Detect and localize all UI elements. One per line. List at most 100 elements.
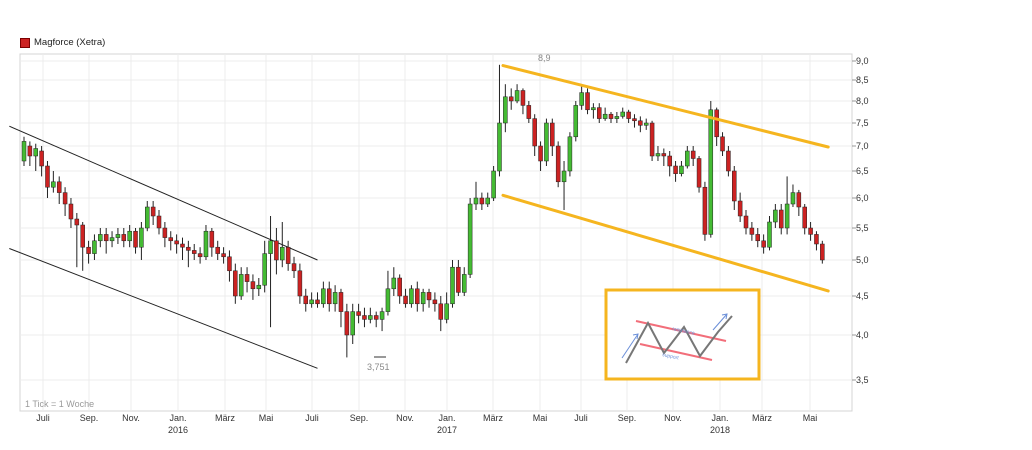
grid-lines [20, 54, 852, 411]
x-year-label: 2016 [168, 425, 188, 435]
candle-up [145, 206, 150, 229]
candle-up [33, 148, 38, 157]
legend-label: Magforce (Xetra) [34, 37, 106, 48]
candle-up [444, 303, 449, 320]
x-tick-label: März [215, 413, 235, 423]
x-tick-label: Nov. [396, 413, 414, 423]
candle-up [708, 109, 714, 235]
candle-down [227, 256, 232, 272]
inset-resistance-label: resistance [672, 326, 696, 337]
candle-up [350, 311, 355, 336]
candle-up [567, 136, 573, 172]
y-tick-label: 5,5 [856, 223, 869, 233]
candle-down [696, 158, 702, 188]
candle-down [632, 118, 637, 122]
candle-up [773, 209, 778, 223]
candle-up [467, 203, 473, 275]
candle-up [620, 111, 625, 117]
candle-down [156, 215, 162, 229]
candle-down [520, 90, 526, 106]
candle-down [174, 240, 179, 245]
candle-up [784, 203, 790, 229]
candle-down [303, 295, 309, 305]
y-tick-label: 7,0 [856, 141, 869, 151]
candle-up [485, 197, 490, 205]
candle-down [45, 165, 50, 188]
orange-channel-upper-line [501, 64, 830, 149]
candle-down [133, 230, 138, 248]
x-tick-label: März [752, 413, 772, 423]
low-annotation: 3,751 [367, 362, 390, 372]
candle-up [790, 192, 796, 205]
candle-up [280, 246, 285, 261]
candlestick-series [21, 64, 825, 358]
candle-down [456, 266, 461, 293]
candle-up [51, 181, 56, 188]
candle-down [690, 150, 696, 159]
x-tick-label: Jan. [711, 413, 728, 423]
candle-down [186, 246, 191, 251]
x-tick-label: Sep. [80, 413, 99, 423]
candle-up [92, 240, 97, 254]
candle-up [127, 230, 132, 242]
inset-frame [604, 288, 761, 381]
y-tick-label: 4,0 [856, 330, 869, 340]
candle-up [98, 234, 103, 242]
candle-down [274, 240, 279, 261]
x-tick-label: Jan. [169, 413, 186, 423]
candle-down [162, 227, 168, 238]
candle-up [614, 116, 620, 119]
candle-down [720, 136, 725, 152]
candle-up [256, 284, 262, 290]
candle-up [238, 274, 244, 297]
candle-up [368, 315, 373, 320]
candle-down [291, 263, 297, 272]
candle-down [796, 192, 802, 208]
candle-down [344, 311, 350, 336]
candle-down [479, 197, 485, 205]
candle-down [778, 209, 784, 229]
candle-up [332, 292, 338, 305]
candle-down [209, 230, 215, 248]
x-year-label: 2018 [710, 425, 730, 435]
candle-down [397, 277, 402, 297]
candle-up [573, 105, 579, 138]
candle-up [462, 274, 467, 293]
orange-channel-lower-line [501, 193, 830, 293]
candle-down [585, 92, 590, 111]
candle-down [74, 218, 80, 226]
inset-arrow-right [712, 313, 728, 331]
candle-down [726, 150, 731, 172]
candle-down [250, 281, 256, 290]
black-channel-upper-line [9, 125, 318, 261]
y-tick-label: 4,5 [856, 291, 869, 301]
candle-down [415, 288, 420, 305]
x-tick-label: Juli [574, 413, 588, 423]
inset-support-label: support [662, 352, 680, 361]
candle-down [315, 299, 320, 305]
x-tick-label: März [483, 413, 503, 423]
x-tick-label: Mai [259, 413, 274, 423]
candle-up [679, 165, 684, 174]
candle-down [626, 111, 631, 119]
inset-arrow-left-head [632, 333, 639, 340]
candle-up [115, 234, 121, 238]
x-tick-label: Jan. [438, 413, 455, 423]
candle-down [403, 295, 408, 305]
candle-down [649, 122, 655, 157]
legend-swatch [20, 37, 30, 48]
candle-down [820, 243, 825, 261]
candle-down [338, 292, 344, 312]
candle-down [221, 253, 226, 258]
candle-up [544, 122, 549, 162]
candle-down [244, 274, 250, 282]
candle-down [673, 165, 678, 174]
candle-down [80, 224, 85, 248]
candle-up [385, 288, 391, 312]
candle-down [814, 234, 819, 245]
candle-down [326, 288, 332, 305]
candle-down [508, 96, 514, 102]
candle-up [643, 122, 649, 126]
candle-down [191, 250, 197, 254]
